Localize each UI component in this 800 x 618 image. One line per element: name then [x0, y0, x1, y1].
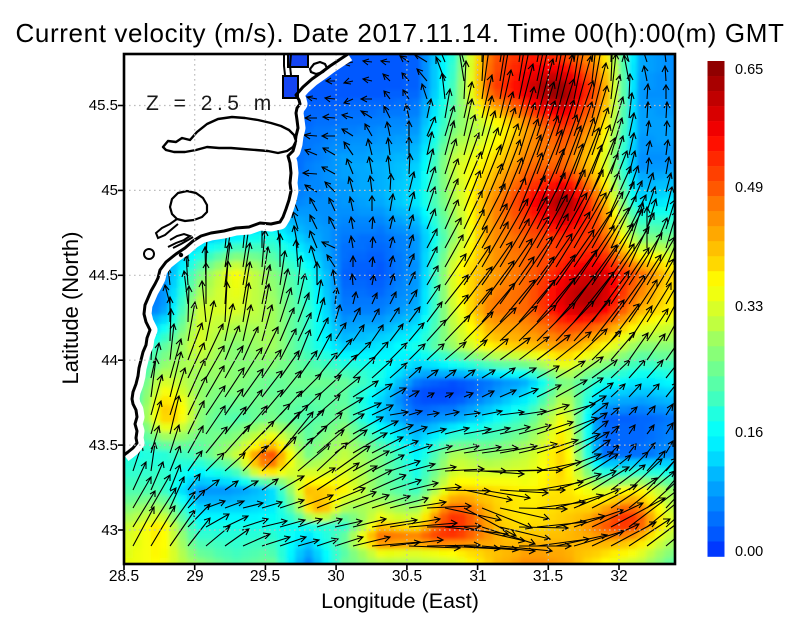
- svg-text:31.5: 31.5: [533, 568, 563, 585]
- svg-text:Latitude (North): Latitude (North): [58, 232, 83, 385]
- svg-text:Z = 2.5 m: Z = 2.5 m: [146, 92, 276, 115]
- svg-text:30.5: 30.5: [392, 568, 422, 585]
- svg-text:0.00: 0.00: [735, 544, 763, 560]
- svg-text:0.16: 0.16: [735, 425, 763, 441]
- svg-text:44.5: 44.5: [89, 267, 118, 284]
- svg-text:31: 31: [469, 568, 486, 585]
- svg-text:0.65: 0.65: [735, 62, 763, 78]
- svg-text:28.5: 28.5: [109, 568, 139, 585]
- svg-text:Longitude (East): Longitude (East): [321, 589, 479, 613]
- svg-text:32: 32: [610, 568, 627, 585]
- svg-text:45: 45: [101, 182, 118, 199]
- svg-text:43: 43: [101, 522, 118, 539]
- svg-text:43.5: 43.5: [89, 437, 118, 454]
- svg-text:29.5: 29.5: [250, 568, 280, 585]
- svg-text:45.5: 45.5: [89, 97, 118, 114]
- svg-text:29: 29: [186, 568, 203, 585]
- svg-text:0.49: 0.49: [735, 180, 763, 196]
- svg-text:44: 44: [101, 352, 118, 369]
- svg-text:Current velocity (m/s). Date 2: Current velocity (m/s). Date 2017.11.14.…: [15, 18, 784, 48]
- svg-text:0.33: 0.33: [735, 299, 763, 315]
- svg-text:30: 30: [327, 568, 345, 585]
